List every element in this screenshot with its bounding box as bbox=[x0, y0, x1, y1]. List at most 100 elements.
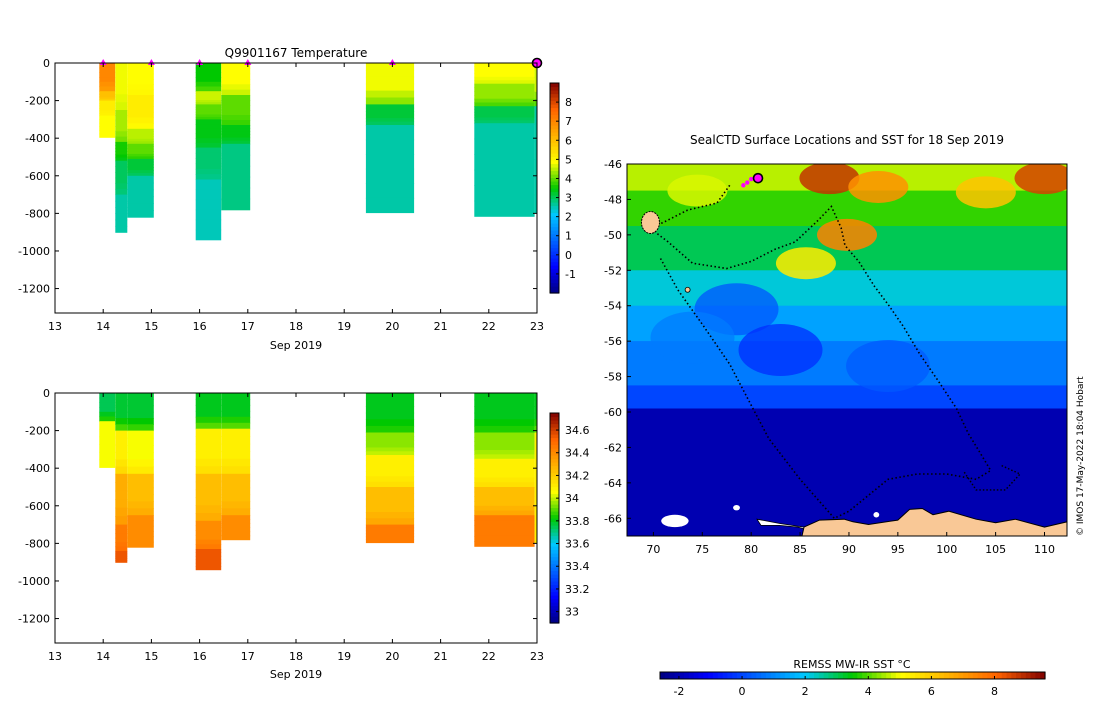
t-profile-6-cell bbox=[474, 66, 535, 71]
sst-colorbar-swatch bbox=[895, 672, 902, 679]
t-profile-6-cell bbox=[474, 200, 535, 217]
s-profile-5-cell bbox=[365, 443, 415, 449]
latest-fix-marker bbox=[752, 172, 764, 184]
s-profile-2-cell bbox=[127, 418, 154, 425]
colorbar-swatch bbox=[550, 272, 559, 277]
s-profile-1-cell bbox=[115, 542, 128, 548]
t-profile-5-cell bbox=[365, 125, 415, 141]
s-profile-4-cell bbox=[221, 466, 251, 475]
sst-colorbar-swatch bbox=[934, 672, 940, 679]
t-profile-6-cell bbox=[474, 63, 535, 67]
s-profile-6-cell bbox=[474, 450, 535, 455]
t-profile-3-cell bbox=[195, 114, 222, 118]
t-profile-2-cell bbox=[127, 106, 154, 113]
sst-colorbar-swatch bbox=[982, 672, 988, 679]
sst-colorbar-swatch bbox=[1016, 672, 1022, 679]
t-profile-2-cell bbox=[127, 148, 154, 152]
t-profile-2-cell bbox=[127, 189, 154, 198]
colorbar-swatch bbox=[550, 483, 559, 488]
x-tick-label: 18 bbox=[289, 320, 303, 333]
t-profile-1-cell bbox=[115, 219, 128, 227]
colorbar-swatch bbox=[550, 591, 559, 596]
s-profile-7-cell bbox=[534, 406, 537, 414]
colorbar-tick-label: 5 bbox=[565, 153, 572, 166]
sst-warm-patch bbox=[848, 171, 909, 204]
s-profile-7-cell bbox=[534, 393, 537, 401]
s-profile-6-cell bbox=[474, 491, 535, 497]
t-profile-0-cell bbox=[99, 100, 116, 104]
colorbar-swatch bbox=[550, 114, 559, 119]
colorbar-swatch bbox=[550, 455, 559, 460]
sst-colorbar-swatch bbox=[857, 672, 863, 679]
salinity-profile-cells bbox=[99, 393, 537, 571]
t-profile-0-cell bbox=[99, 92, 116, 95]
sst-colorbar-swatch bbox=[958, 672, 964, 679]
colorbar-swatch bbox=[550, 153, 559, 158]
sst-colorbar-tick-label: 0 bbox=[739, 685, 746, 698]
t-profile-5-cell bbox=[365, 168, 415, 184]
s-profile-2-cell bbox=[127, 508, 154, 516]
t-profile-0-cell bbox=[99, 91, 116, 94]
y-tick-label: -1000 bbox=[18, 245, 50, 258]
colorbar-swatch bbox=[550, 97, 559, 102]
s-profile-5-cell bbox=[365, 499, 415, 507]
colorbar-swatch bbox=[550, 441, 559, 446]
t-profile-2-cell bbox=[127, 151, 154, 155]
t-profile-4-cell bbox=[221, 73, 251, 80]
s-profile-4-cell bbox=[221, 508, 251, 516]
s-profile-6-cell bbox=[474, 419, 535, 427]
sst-colorbar-swatch bbox=[905, 672, 911, 679]
sst-colorbar-swatch bbox=[838, 672, 844, 679]
sst-colorbar-swatch bbox=[866, 672, 873, 679]
t-profile-5-cell bbox=[365, 111, 415, 116]
colorbar-swatch bbox=[550, 427, 559, 432]
colorbar-swatch bbox=[550, 111, 559, 116]
seal-track bbox=[647, 184, 992, 520]
t-profile-2-cell bbox=[127, 156, 154, 160]
s-profile-3-cell bbox=[195, 513, 222, 522]
t-profile-1-cell bbox=[115, 63, 128, 72]
temperature-colorbar: 8 7 6 5 4 3 2 1 0 -1 bbox=[549, 82, 576, 294]
t-profile-1-cell bbox=[115, 225, 128, 233]
s-profile-2-cell bbox=[127, 411, 154, 419]
seal-track-loop bbox=[963, 464, 1022, 491]
map-credit: © IMOS 17-May-2022 18:04 Hobart bbox=[1076, 376, 1086, 536]
s-profile-2-cell bbox=[127, 393, 154, 400]
s-profile-4-cell bbox=[221, 393, 251, 400]
t-profile-5-cell bbox=[365, 114, 415, 119]
sst-map-chart: SealCTD Surface Locations and SST for 18… bbox=[604, 133, 1086, 698]
t-profile-2-cell bbox=[127, 95, 154, 102]
colorbar-swatch bbox=[550, 233, 559, 238]
y-tick-label: -200 bbox=[25, 425, 50, 438]
colorbar-swatch bbox=[550, 532, 559, 537]
colorbar-swatch bbox=[550, 616, 559, 621]
s-profile-1-cell bbox=[115, 516, 128, 526]
sst-colorbar-swatch bbox=[972, 672, 979, 679]
colorbar-swatch bbox=[550, 100, 559, 105]
colorbar-tick-label: 3 bbox=[565, 192, 572, 205]
colorbar-swatch bbox=[550, 160, 559, 165]
longitude-tick-label: 85 bbox=[793, 543, 807, 556]
colorbar-tick-label: 33.8 bbox=[565, 515, 590, 528]
s-profile-4-cell bbox=[221, 531, 251, 537]
t-profile-6-cell bbox=[474, 109, 535, 113]
t-profile-2-cell bbox=[127, 131, 154, 135]
t-profile-7-cell bbox=[534, 194, 537, 213]
s-profile-5-cell bbox=[365, 455, 415, 461]
colorbar-swatch bbox=[550, 167, 559, 172]
colorbar-swatch bbox=[550, 282, 559, 287]
s-profile-6-cell bbox=[474, 445, 535, 451]
s-profile-4-cell bbox=[221, 473, 251, 482]
s-profile-2-cell bbox=[127, 531, 154, 538]
t-profile-2-cell bbox=[127, 153, 154, 157]
s-profile-1-cell bbox=[115, 473, 128, 483]
colorbar-swatch bbox=[550, 581, 559, 586]
t-profile-6-cell bbox=[474, 111, 535, 116]
x-tick-label: 14 bbox=[96, 320, 110, 333]
t-profile-5-cell bbox=[365, 63, 415, 71]
t-profile-2-cell bbox=[127, 117, 154, 124]
salinity-x-axis-label: Sep 2019 bbox=[270, 668, 322, 681]
x-tick-label: 20 bbox=[385, 320, 399, 333]
y-tick-label: 0 bbox=[43, 57, 50, 70]
